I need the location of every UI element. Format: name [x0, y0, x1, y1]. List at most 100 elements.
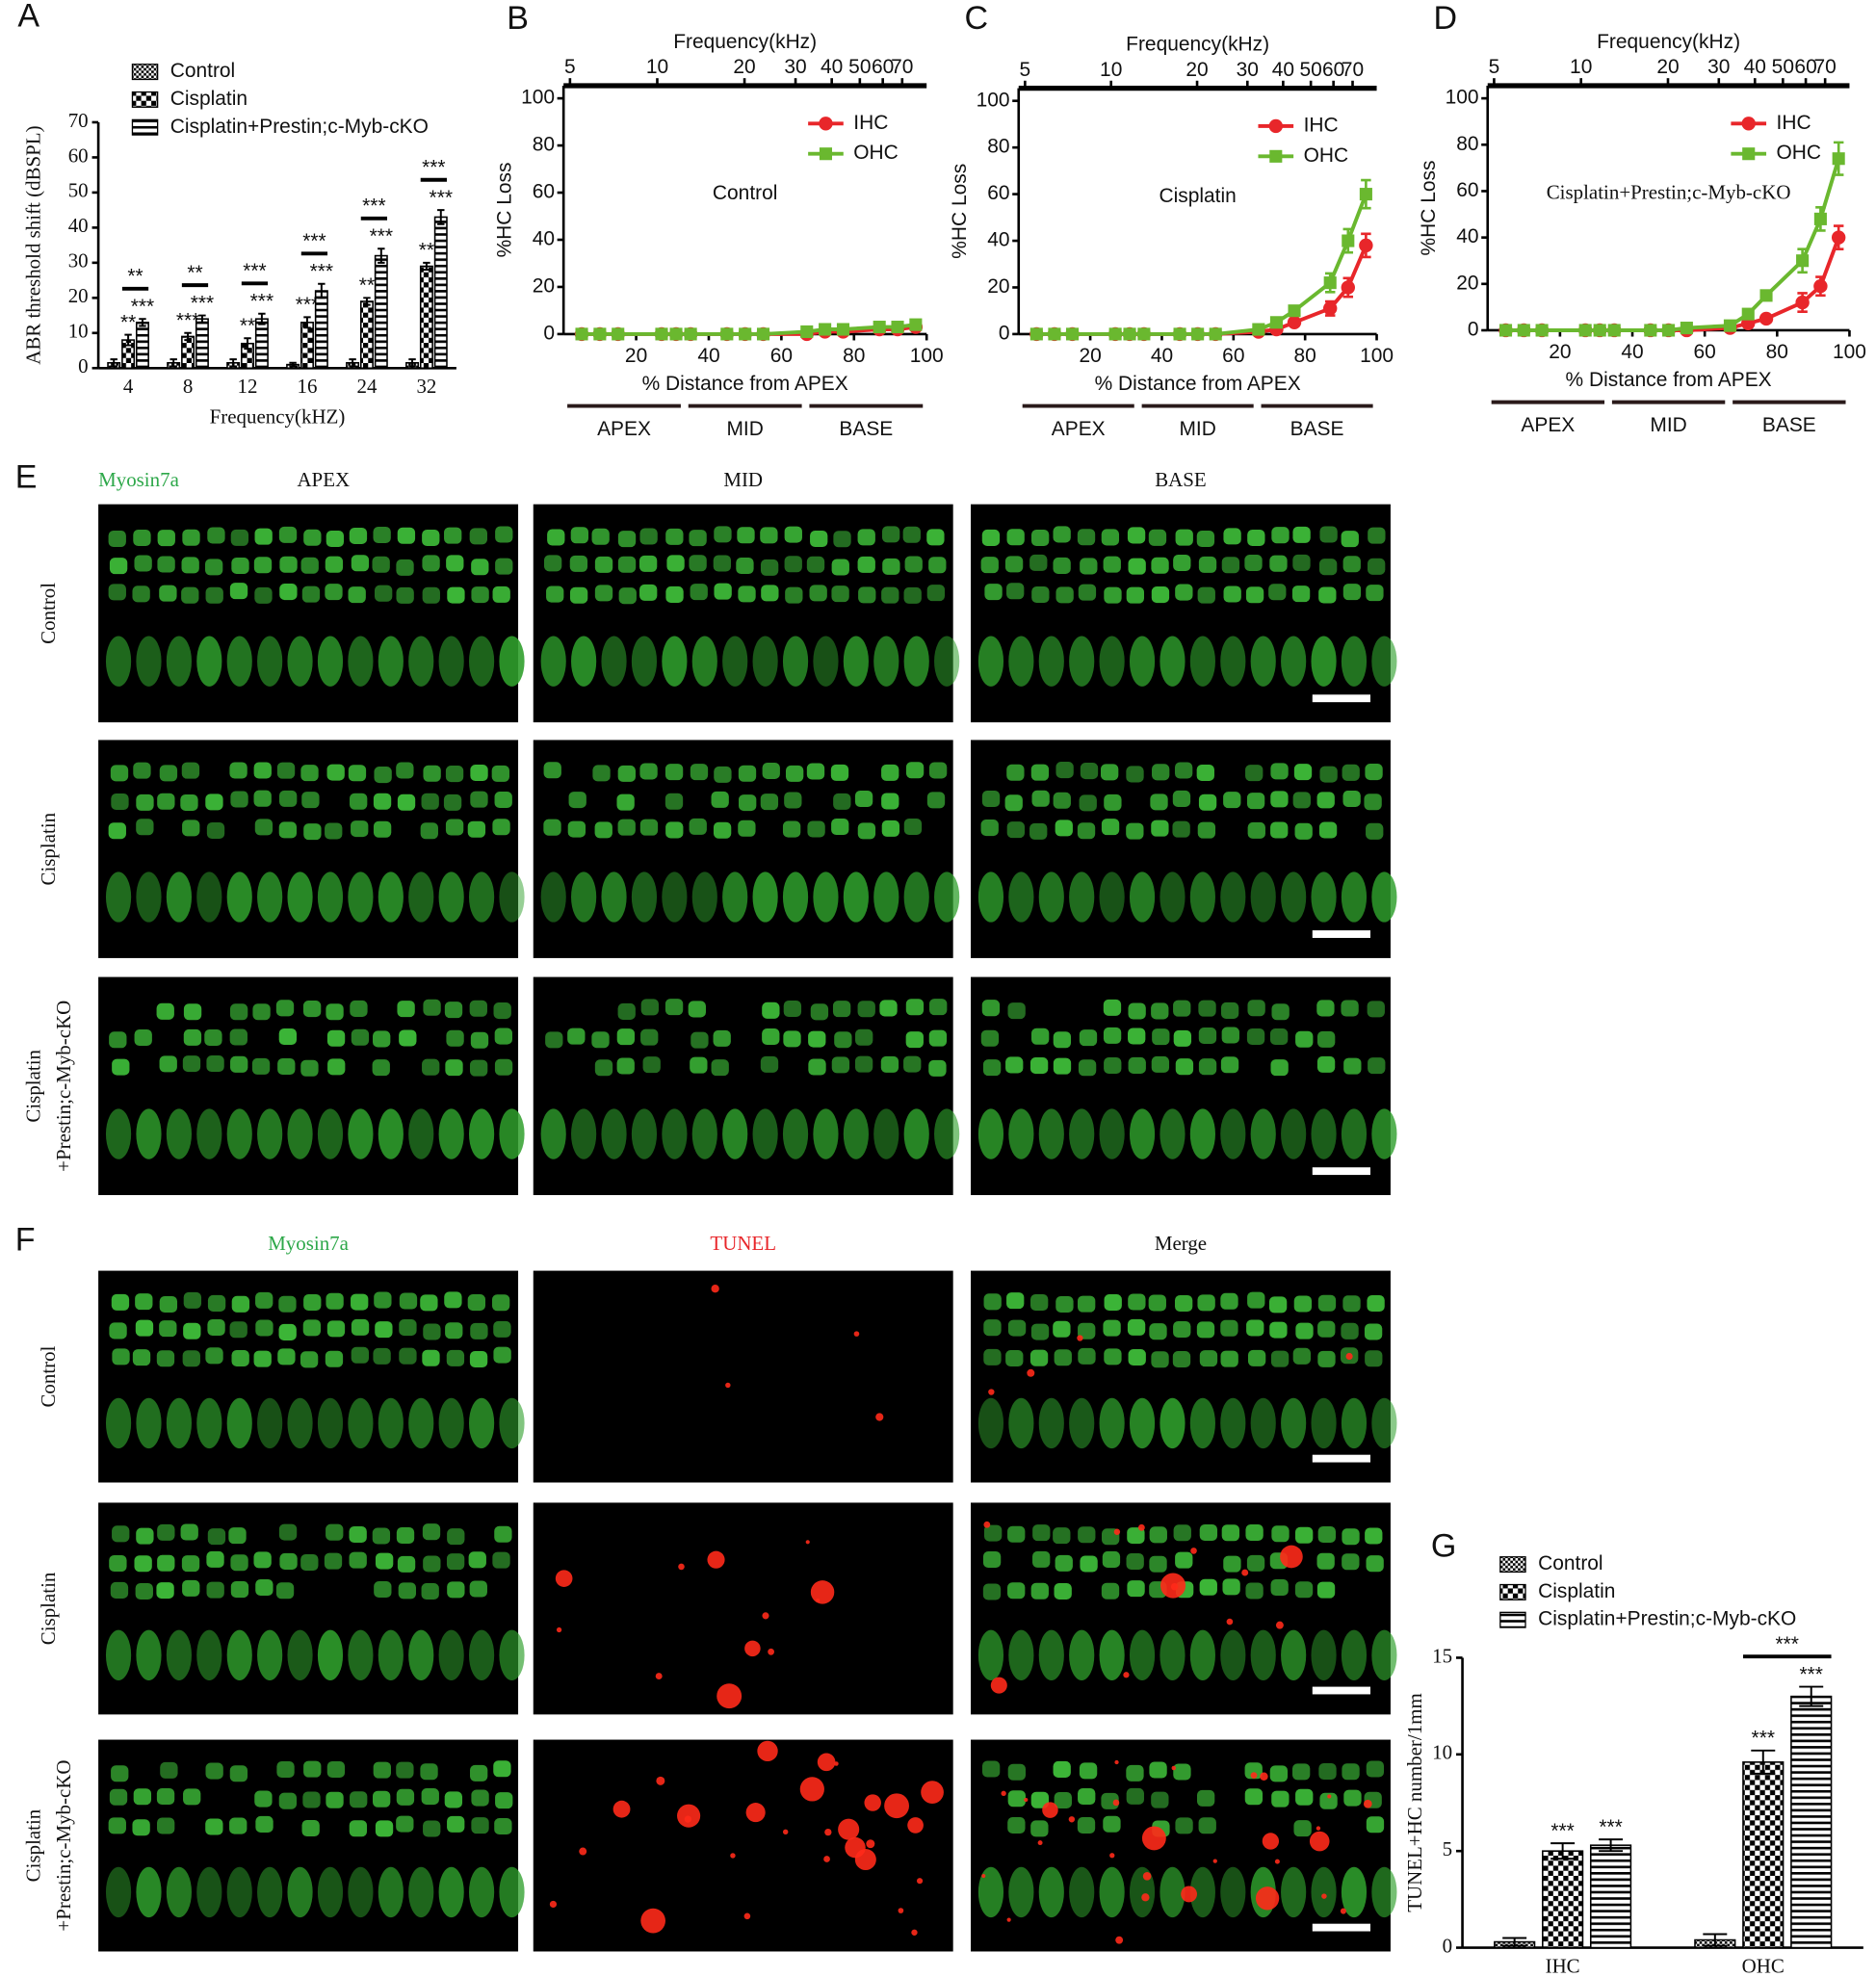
hair-cell — [1079, 1029, 1098, 1047]
hair-cell — [1103, 1319, 1121, 1337]
hair-cell — [206, 1550, 224, 1568]
hair-cell — [1126, 822, 1144, 840]
hair-cell — [545, 1031, 563, 1049]
hair-cell — [1150, 793, 1168, 811]
hair-cell — [287, 1866, 313, 1918]
error-bar — [408, 358, 416, 368]
hair-cell — [926, 529, 945, 546]
hair-cell — [159, 1295, 178, 1314]
hair-cell — [374, 1291, 392, 1309]
hair-cell — [408, 871, 434, 923]
hair-cell — [326, 1761, 346, 1779]
hair-cell — [760, 1055, 779, 1073]
annotation: Cisplatin — [1159, 185, 1236, 207]
hair-cell — [157, 556, 175, 573]
hair-cell — [1371, 636, 1397, 687]
tunel-spot — [1274, 1859, 1280, 1864]
legend-marker — [1741, 117, 1756, 131]
hair-cell — [1270, 821, 1289, 839]
hair-cell — [1366, 1760, 1385, 1778]
hair-cell — [257, 1108, 283, 1159]
tunel-spot — [823, 1856, 830, 1862]
hair-cell — [205, 1818, 223, 1835]
hair-cell — [640, 1028, 659, 1046]
hair-cell — [1199, 1578, 1217, 1596]
hair-cell — [640, 999, 659, 1016]
hair-cell — [132, 1349, 151, 1366]
hair-cell — [1069, 1629, 1095, 1680]
y-tick-label: 40 — [987, 229, 1009, 251]
hair-cell — [833, 793, 851, 810]
hair-cell — [1055, 819, 1073, 837]
hair-cell — [1053, 1760, 1071, 1778]
hair-cell — [349, 527, 368, 544]
hair-cell — [326, 1523, 344, 1541]
error-bar — [363, 297, 371, 306]
hair-cell — [468, 1108, 495, 1159]
hair-cell — [278, 526, 298, 543]
y-tick-label: 15 — [1432, 1644, 1452, 1667]
y-tick-label: 20 — [68, 284, 89, 307]
y-tick-label: 20 — [533, 274, 555, 297]
hair-cell — [1129, 1629, 1156, 1680]
point — [1191, 327, 1205, 341]
hair-cell — [570, 527, 589, 544]
image-panel — [533, 504, 960, 723]
hair-cell — [254, 1790, 273, 1808]
hair-cell — [275, 1000, 295, 1017]
tunel-spot — [1316, 1826, 1321, 1831]
hair-cell — [1365, 1350, 1383, 1367]
image-panel — [98, 504, 525, 723]
hair-cell — [157, 793, 175, 810]
hair-cell — [1292, 526, 1311, 543]
hair-cell — [977, 871, 1004, 923]
error-bar — [169, 358, 177, 368]
hair-cell — [540, 636, 566, 687]
hair-cell — [438, 871, 464, 923]
error-bar — [423, 261, 430, 272]
hair-cell — [111, 1765, 129, 1782]
hair-cell — [108, 822, 126, 840]
tunel-spot — [1068, 1816, 1076, 1823]
hair-cell — [664, 999, 684, 1016]
hair-cell — [1294, 822, 1313, 840]
hair-cell — [422, 1058, 440, 1076]
hair-cell — [977, 1629, 1004, 1680]
error-bar — [1751, 1749, 1776, 1775]
hair-cell — [1038, 1866, 1064, 1918]
x2-tick-label: 50 — [848, 56, 871, 78]
hair-cell — [1005, 1350, 1024, 1367]
hair-cell — [617, 819, 636, 836]
hair-cell — [374, 767, 392, 784]
y-tick-label: 10 — [1432, 1741, 1452, 1764]
point — [800, 325, 814, 339]
hair-cell — [1149, 1323, 1167, 1340]
hair-cell — [903, 586, 922, 604]
hair-cell — [594, 1059, 613, 1077]
hair-cell — [278, 821, 298, 839]
panel-label: D — [1433, 0, 1457, 37]
hair-cell — [1271, 1525, 1290, 1543]
x-tick-label: 4 — [123, 375, 134, 398]
hair-cell — [109, 1554, 127, 1572]
tunel-spot — [921, 1781, 944, 1804]
hair-cell — [373, 1761, 391, 1779]
hair-cell — [1008, 1397, 1034, 1449]
hair-cell — [277, 1058, 296, 1076]
hair-cell — [378, 1629, 404, 1680]
hair-cell — [617, 765, 636, 782]
hair-cell — [495, 1792, 513, 1809]
hair-cell — [831, 585, 849, 603]
hair-cell — [1149, 1555, 1167, 1573]
hair-cell — [183, 1322, 201, 1340]
hair-cell — [1364, 793, 1382, 811]
hair-cell — [601, 1108, 627, 1159]
hair-cell — [1371, 871, 1397, 923]
y-tick-label: 60 — [68, 143, 89, 167]
significance: *** — [191, 292, 214, 314]
hair-cell — [783, 1000, 802, 1017]
x-tick-label: 12 — [238, 375, 258, 398]
region-label: MID — [726, 418, 763, 440]
hair-cell — [980, 557, 999, 574]
hair-cell — [205, 1347, 223, 1365]
